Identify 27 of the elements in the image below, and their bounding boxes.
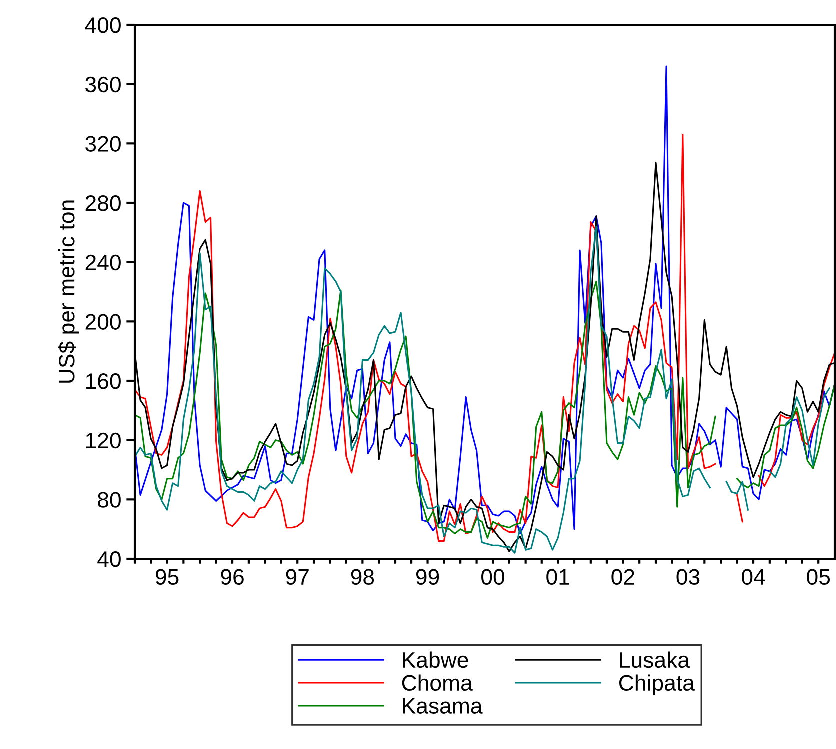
y-tick-label: 160 <box>86 374 121 390</box>
legend-label: Kasama <box>403 698 483 714</box>
y-tick-label: 320 <box>86 136 121 152</box>
x-tick-label: 99 <box>416 569 440 586</box>
y-tick-label: 240 <box>86 254 121 271</box>
x-tick-label: 98 <box>351 569 374 586</box>
y-tick-label: 200 <box>86 314 121 330</box>
y-tick-label: 280 <box>86 196 121 212</box>
legend-label: Chipata <box>619 674 695 696</box>
legend-label: Lusaka <box>620 652 690 668</box>
x-tick-label: 05 <box>807 569 830 586</box>
x-tick-label: 95 <box>156 569 179 586</box>
y-axis-title: US$ per metric ton <box>58 200 80 383</box>
x-tick-label: 96 <box>221 569 244 586</box>
y-tick-label: 360 <box>86 76 121 93</box>
x-tick-label: 01 <box>546 569 570 586</box>
y-tick-label: 400 <box>85 18 121 34</box>
x-tick-label: 00 <box>482 569 505 586</box>
x-tick-label: 02 <box>612 569 634 586</box>
legend-label: Choma <box>402 674 473 692</box>
x-tick-label: 03 <box>676 569 700 586</box>
y-tick-label: 120 <box>86 432 121 449</box>
x-tick-label: 97 <box>286 569 309 586</box>
y-tick-label: 80 <box>98 492 121 508</box>
legend-label: Kabwe <box>403 652 468 668</box>
x-tick-label: 04 <box>742 569 766 586</box>
y-tick-label: 40 <box>98 552 121 568</box>
